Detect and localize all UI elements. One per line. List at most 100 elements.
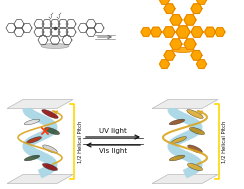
Polygon shape — [49, 164, 56, 169]
Polygon shape — [23, 108, 31, 111]
Ellipse shape — [24, 155, 40, 161]
Polygon shape — [193, 128, 198, 135]
Polygon shape — [48, 121, 53, 127]
Polygon shape — [27, 109, 32, 116]
Polygon shape — [179, 113, 183, 120]
Polygon shape — [174, 110, 178, 117]
Polygon shape — [192, 120, 197, 126]
Polygon shape — [172, 139, 177, 146]
Polygon shape — [40, 169, 44, 177]
Polygon shape — [192, 157, 197, 164]
Polygon shape — [191, 129, 195, 136]
Polygon shape — [47, 166, 51, 173]
Polygon shape — [185, 169, 189, 177]
Polygon shape — [194, 127, 202, 128]
Polygon shape — [45, 155, 49, 163]
Polygon shape — [49, 161, 56, 165]
Polygon shape — [37, 134, 40, 141]
Polygon shape — [36, 151, 40, 158]
Polygon shape — [168, 109, 176, 110]
Polygon shape — [49, 127, 56, 131]
Polygon shape — [45, 130, 50, 137]
Polygon shape — [192, 166, 197, 173]
Polygon shape — [170, 39, 182, 49]
Polygon shape — [186, 169, 190, 176]
Polygon shape — [44, 130, 48, 138]
Polygon shape — [178, 135, 182, 143]
Polygon shape — [23, 108, 31, 112]
Polygon shape — [46, 119, 51, 126]
Polygon shape — [170, 141, 176, 146]
Polygon shape — [169, 108, 176, 113]
Polygon shape — [38, 151, 41, 159]
Polygon shape — [48, 165, 53, 172]
Polygon shape — [24, 142, 31, 147]
Polygon shape — [23, 146, 31, 148]
Polygon shape — [194, 159, 200, 165]
Polygon shape — [192, 119, 196, 126]
Polygon shape — [39, 170, 43, 177]
Polygon shape — [35, 135, 39, 142]
Polygon shape — [49, 127, 56, 132]
Polygon shape — [194, 127, 200, 133]
Polygon shape — [186, 153, 190, 160]
Polygon shape — [176, 149, 180, 156]
Polygon shape — [187, 153, 191, 161]
Polygon shape — [160, 0, 170, 4]
Polygon shape — [164, 51, 175, 60]
Polygon shape — [194, 127, 202, 129]
Polygon shape — [191, 129, 196, 136]
Polygon shape — [49, 123, 56, 128]
Polygon shape — [187, 154, 191, 161]
Polygon shape — [190, 118, 194, 125]
Polygon shape — [170, 142, 176, 147]
Polygon shape — [174, 111, 179, 118]
Polygon shape — [176, 149, 181, 156]
Polygon shape — [49, 164, 57, 167]
Polygon shape — [189, 167, 193, 175]
Polygon shape — [33, 149, 37, 157]
Polygon shape — [170, 109, 176, 114]
Polygon shape — [191, 156, 195, 163]
Polygon shape — [28, 147, 32, 153]
Polygon shape — [42, 154, 46, 161]
Polygon shape — [30, 137, 34, 144]
Text: 1/2 Helical Pitch: 1/2 Helical Pitch — [77, 120, 82, 163]
Polygon shape — [152, 99, 218, 108]
Polygon shape — [173, 147, 178, 154]
Polygon shape — [35, 113, 39, 120]
Polygon shape — [173, 138, 178, 145]
Polygon shape — [36, 114, 40, 121]
Polygon shape — [194, 127, 202, 130]
Polygon shape — [169, 142, 176, 147]
Polygon shape — [194, 164, 200, 170]
Polygon shape — [46, 167, 50, 174]
Polygon shape — [184, 115, 188, 123]
Polygon shape — [49, 160, 55, 165]
Polygon shape — [48, 158, 53, 164]
Polygon shape — [171, 109, 177, 115]
Polygon shape — [27, 139, 32, 146]
Polygon shape — [175, 148, 179, 155]
Polygon shape — [49, 160, 55, 165]
Polygon shape — [168, 109, 176, 110]
Polygon shape — [23, 143, 31, 147]
Polygon shape — [48, 120, 52, 127]
Polygon shape — [48, 128, 53, 134]
Polygon shape — [185, 115, 189, 123]
Polygon shape — [23, 146, 31, 147]
Polygon shape — [174, 138, 178, 145]
Polygon shape — [187, 168, 191, 176]
Polygon shape — [174, 148, 179, 155]
Polygon shape — [48, 121, 54, 127]
Polygon shape — [193, 159, 199, 165]
Polygon shape — [29, 111, 34, 118]
Polygon shape — [23, 109, 31, 110]
Polygon shape — [179, 150, 183, 157]
Polygon shape — [28, 110, 33, 117]
Polygon shape — [173, 110, 178, 117]
Polygon shape — [194, 159, 200, 165]
Polygon shape — [188, 131, 193, 138]
Polygon shape — [194, 164, 202, 167]
Polygon shape — [168, 108, 176, 111]
